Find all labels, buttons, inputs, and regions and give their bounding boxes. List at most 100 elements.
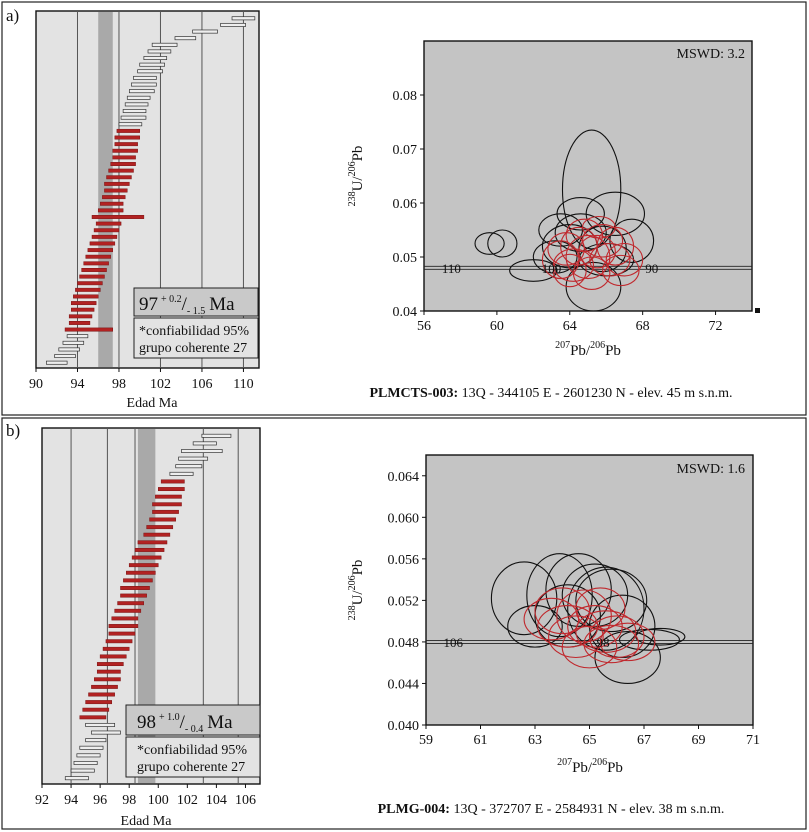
age-bar-rejected xyxy=(192,29,218,34)
error-ellipse-black xyxy=(561,129,622,250)
age-bar-rejected xyxy=(147,49,172,54)
age-bar-rejected xyxy=(118,122,143,127)
note-box xyxy=(125,736,261,778)
y-tick-label: 0.056 xyxy=(388,553,420,568)
x-tick-label: 100 xyxy=(148,793,169,808)
x-tick-label: 67 xyxy=(637,733,651,748)
age-bar-rejected xyxy=(73,761,98,765)
error-ellipse-red xyxy=(605,242,644,277)
y-tick-label: 0.048 xyxy=(388,636,420,651)
age-bar-rejected xyxy=(220,22,246,27)
age-bar-rejected xyxy=(201,433,232,438)
error-ellipse-black xyxy=(507,605,563,648)
concordia-age-label: 90 xyxy=(645,261,658,276)
age-bar-rejected xyxy=(178,456,209,461)
age-bar-rejected xyxy=(58,347,80,352)
age-bar-accepted xyxy=(79,274,105,279)
age-result: 98 + 1.0/- 0.4 Ma xyxy=(137,712,233,735)
error-ellipse-black xyxy=(567,566,645,651)
age-bar-rejected xyxy=(54,354,76,359)
age-bar-accepted xyxy=(158,487,185,492)
age-bar-rejected xyxy=(181,449,223,453)
age-bar-rejected xyxy=(174,36,197,41)
age-bar-accepted xyxy=(108,624,139,628)
error-ellipse-red xyxy=(547,232,585,266)
x-tick-label: 90 xyxy=(29,377,43,392)
y-tick-label: 0.060 xyxy=(388,511,420,526)
y-tick-label: 0.08 xyxy=(393,89,418,104)
age-bar-accepted xyxy=(117,601,144,606)
error-ellipse-red xyxy=(548,615,604,659)
x-tick-label: 94 xyxy=(64,793,78,808)
panel-a-label: a) xyxy=(6,6,19,25)
age-bars xyxy=(46,16,256,365)
x-axis-label: 207Pb/206Pb xyxy=(555,340,621,359)
axis-ticks: 59 61 63 65 67 69 71 0.040 0.044 0.048 0.052 0.056 0… xyxy=(388,470,761,748)
age-bar-rejected xyxy=(128,89,155,94)
x-tick-label: 72 xyxy=(709,319,723,334)
age-bar-accepted xyxy=(104,188,128,193)
error-ellipse-red xyxy=(583,624,640,664)
age-bar-accepted xyxy=(112,148,138,153)
x-tick-label: 64 xyxy=(563,319,577,334)
x-tick-labels: 92 94 96 98 100 102 104 106 xyxy=(35,784,256,808)
x-axis-label: Edad Ma xyxy=(127,396,179,411)
age-bar-accepted xyxy=(123,578,153,583)
age-bar-rejected xyxy=(46,360,68,365)
x-axis-label: 207Pb/206Pb xyxy=(557,757,623,776)
error-ellipse-red xyxy=(534,587,591,635)
panel-a-frame xyxy=(1,1,807,416)
age-bar-accepted xyxy=(149,517,176,522)
error-ellipses: 110 100 90 xyxy=(424,129,752,311)
x-tick-label: 102 xyxy=(177,793,198,808)
x-tick-label: 60 xyxy=(490,319,504,334)
x-tick-label: 106 xyxy=(191,377,212,392)
age-bar-rejected xyxy=(124,102,149,107)
y-tick-label: 0.07 xyxy=(393,143,418,158)
x-tick-label: 71 xyxy=(746,733,760,748)
age-bar-accepted xyxy=(108,631,136,636)
age-bar-accepted xyxy=(108,168,134,173)
y-tick-label: 0.052 xyxy=(388,594,420,609)
x-tick-label: 96 xyxy=(93,793,107,808)
error-ellipse-red xyxy=(602,254,640,287)
age-bar-accepted xyxy=(73,294,99,299)
age-bar-rejected xyxy=(85,738,107,743)
concordia-age-label: 100 xyxy=(542,261,562,276)
mswd-label: MSWD: 3.2 xyxy=(677,47,745,62)
error-ellipse-red xyxy=(599,622,656,662)
age-bar-rejected xyxy=(126,95,151,100)
error-ellipse-black xyxy=(532,240,578,274)
age-bar-accepted xyxy=(82,707,110,712)
age-bar-accepted xyxy=(85,254,111,259)
age-bar-accepted xyxy=(112,155,136,160)
error-ellipse-red xyxy=(581,215,616,239)
error-ellipse-black xyxy=(556,197,605,231)
age-bar-accepted xyxy=(93,228,120,233)
age-bar-rejected xyxy=(62,340,85,345)
x-tick-label: 98 xyxy=(122,793,136,808)
ranked-age-plot-b: 92 94 96 98 100 102 104 106 Edad Ma 98 + 1.0/- 0… xyxy=(35,427,261,829)
age-bar-accepted xyxy=(71,307,95,312)
age-bar-accepted xyxy=(91,234,118,239)
group-note: grupo coherente 27 xyxy=(137,760,245,775)
concordia-plot-a: 110 100 90 56 60 64 68 720.040.050.060.070.08 … xyxy=(347,40,760,401)
group-note: grupo coherente 27 xyxy=(139,341,247,356)
age-result-box xyxy=(133,287,259,317)
concordia-plot-b: 106 98 59 61 63 65 67 69 71 0.040 0.044 0.048 0.052… xyxy=(347,454,761,817)
age-bar-accepted xyxy=(68,321,91,325)
x-tick-label: 94 xyxy=(70,377,84,392)
error-ellipse-red xyxy=(541,240,580,280)
age-bar-accepted xyxy=(96,669,121,674)
age-bar-accepted xyxy=(120,593,147,598)
y-tick-label: 0.06 xyxy=(393,197,418,212)
y-tick-label: 0.044 xyxy=(388,677,420,692)
age-bar-accepted xyxy=(155,494,182,499)
note-box xyxy=(133,317,259,359)
age-bar-accepted xyxy=(106,175,132,180)
age-bar-accepted xyxy=(143,532,171,537)
age-bar-accepted xyxy=(81,268,107,272)
error-ellipse-black xyxy=(609,218,655,263)
age-bar-accepted xyxy=(131,555,162,560)
